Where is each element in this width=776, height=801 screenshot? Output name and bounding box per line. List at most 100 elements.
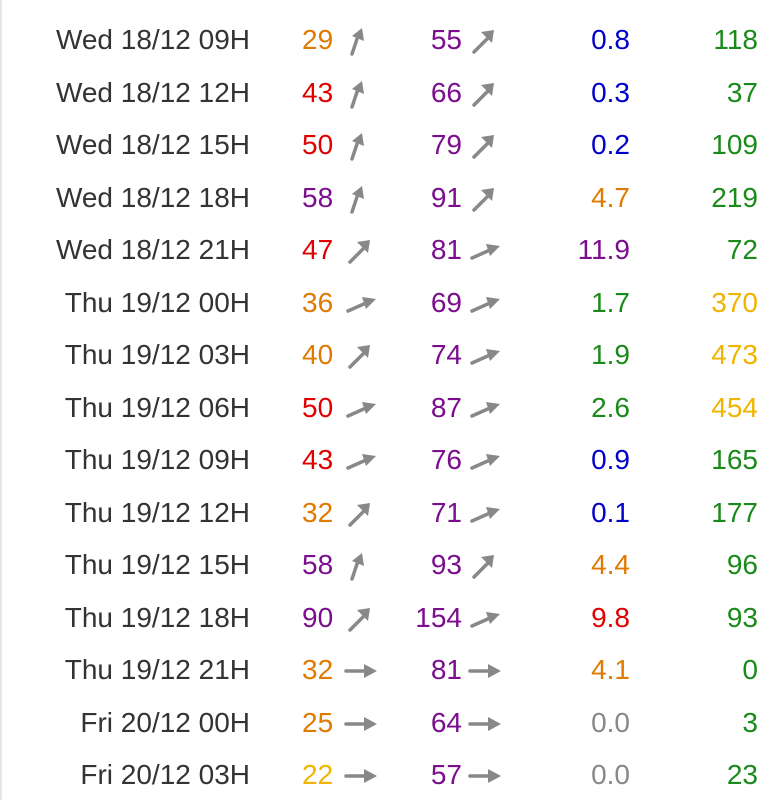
max-wind-direction-arrow-icon [468,444,502,478]
wind-gust-value: 32 [302,654,334,685]
wind-gust-value: 58 [302,549,334,580]
wind-gust-value: 43 [302,76,334,108]
cloud-value: 177 [711,496,758,528]
max-wind-value: 55 [430,24,462,55]
precipitation-value: 4.1 [591,654,630,685]
wind-gust-value: 22 [302,759,334,790]
precipitation-value: 0.1 [591,496,630,528]
cloud-value: 219 [711,181,758,213]
wind-gust-value: 50 [302,391,334,423]
cloud-value: 72 [726,234,758,265]
forecast-row: Wed 18/12 12H 43 66 0.3 37 [0,67,776,119]
precipitation-value: 2.6 [591,391,630,423]
wind-direction-arrow-icon [344,549,378,583]
max-wind-direction-arrow-icon [468,287,502,321]
precipitation-value: 9.8 [591,601,630,633]
max-wind-value: 91 [430,181,462,213]
forecast-row: Thu 19/12 03H 40 74 1.9 473 [0,329,776,381]
cloud-value: 454 [711,391,758,423]
forecast-date: Wed 18/12 09H [55,24,250,55]
max-wind-direction-arrow-icon [468,77,502,111]
precipitation-value: 0.0 [591,759,630,790]
max-wind-value: 87 [430,391,462,423]
precipitation-value: 4.4 [591,549,630,580]
max-wind-direction-arrow-icon [468,707,502,741]
wind-direction-arrow-icon [344,444,378,478]
max-wind-value: 154 [415,601,462,633]
max-wind-value: 79 [430,129,462,160]
forecast-date: Thu 19/12 03H [64,339,250,370]
max-wind-value: 81 [430,234,462,265]
wind-direction-arrow-icon [344,182,378,216]
precipitation-value: 4.7 [591,181,630,213]
wind-gust-value: 29 [302,24,334,55]
forecast-row: Thu 19/12 09H 43 76 0.9 165 [0,434,776,486]
precipitation-value: 11.9 [577,234,630,265]
max-wind-value: 71 [430,496,462,528]
wind-direction-arrow-icon [344,287,378,321]
max-wind-direction-arrow-icon [468,24,502,58]
max-wind-value: 76 [430,444,462,475]
max-wind-direction-arrow-icon [468,602,502,636]
wind-gust-value: 58 [302,181,334,213]
max-wind-value: 81 [430,654,462,685]
forecast-date: Thu 19/12 00H [64,286,250,318]
max-wind-value: 57 [430,759,462,790]
max-wind-value: 93 [430,549,462,580]
cloud-value: 23 [726,759,758,790]
wind-direction-arrow-icon [344,77,378,111]
cloud-value: 109 [711,129,758,160]
cloud-value: 0 [742,654,758,685]
forecast-date: Fri 20/12 00H [80,706,250,738]
forecast-date: Thu 19/12 15H [64,549,250,580]
forecast-row: Thu 19/12 15H 58 93 4.4 96 [0,539,776,591]
forecast-date: Thu 19/12 09H [64,444,250,475]
forecast-date: Thu 19/12 18H [64,601,250,633]
forecast-row: Thu 19/12 06H 50 87 2.6 454 [0,382,776,434]
forecast-date: Thu 19/12 21H [64,654,250,685]
partial-previous-row [0,0,776,2]
wind-gust-value: 50 [302,129,334,160]
forecast-date: Thu 19/12 06H [64,391,250,423]
wind-direction-arrow-icon [344,759,378,793]
wind-direction-arrow-icon [344,392,378,426]
left-border [0,0,2,800]
wind-gust-value: 36 [302,286,334,318]
max-wind-direction-arrow-icon [468,182,502,216]
max-wind-direction-arrow-icon [468,497,502,531]
max-wind-value: 64 [430,706,462,738]
wind-direction-arrow-icon [344,339,378,373]
precipitation-value: 1.9 [591,339,630,370]
max-wind-value: 69 [430,286,462,318]
max-wind-direction-arrow-icon [468,339,502,373]
max-wind-value: 66 [430,76,462,108]
cloud-value: 165 [711,444,758,475]
forecast-row: Thu 19/12 18H 90 154 9.8 93 [0,592,776,644]
forecast-row: Wed 18/12 09H 29 55 0.8 118 [0,14,776,66]
cloud-value: 118 [713,24,758,55]
cloud-value: 473 [711,339,758,370]
forecast-date: Wed 18/12 15H [55,129,250,160]
forecast-row: Wed 18/12 18H 58 91 4.7 219 [0,172,776,224]
wind-direction-arrow-icon [344,707,378,741]
forecast-date: Thu 19/12 12H [64,496,250,528]
wind-gust-value: 90 [302,601,334,633]
wind-direction-arrow-icon [344,497,378,531]
max-wind-direction-arrow-icon [468,392,502,426]
wind-direction-arrow-icon [344,129,378,163]
precipitation-value: 0.9 [591,444,630,475]
wind-gust-value: 43 [302,444,334,475]
wind-gust-value: 25 [302,706,334,738]
forecast-date: Wed 18/12 21H [55,234,250,265]
wind-gust-value: 32 [302,496,334,528]
max-wind-direction-arrow-icon [468,759,502,793]
forecast-row: Wed 18/12 15H 50 79 0.2 109 [0,119,776,171]
wind-direction-arrow-icon [344,654,378,688]
max-wind-direction-arrow-icon [468,129,502,163]
max-wind-direction-arrow-icon [468,234,502,268]
max-wind-direction-arrow-icon [468,549,502,583]
cloud-value: 370 [711,286,758,318]
forecast-row: Fri 20/12 03H 22 57 0.0 23 [0,749,776,801]
wind-direction-arrow-icon [344,234,378,268]
precipitation-value: 1.7 [591,286,630,318]
